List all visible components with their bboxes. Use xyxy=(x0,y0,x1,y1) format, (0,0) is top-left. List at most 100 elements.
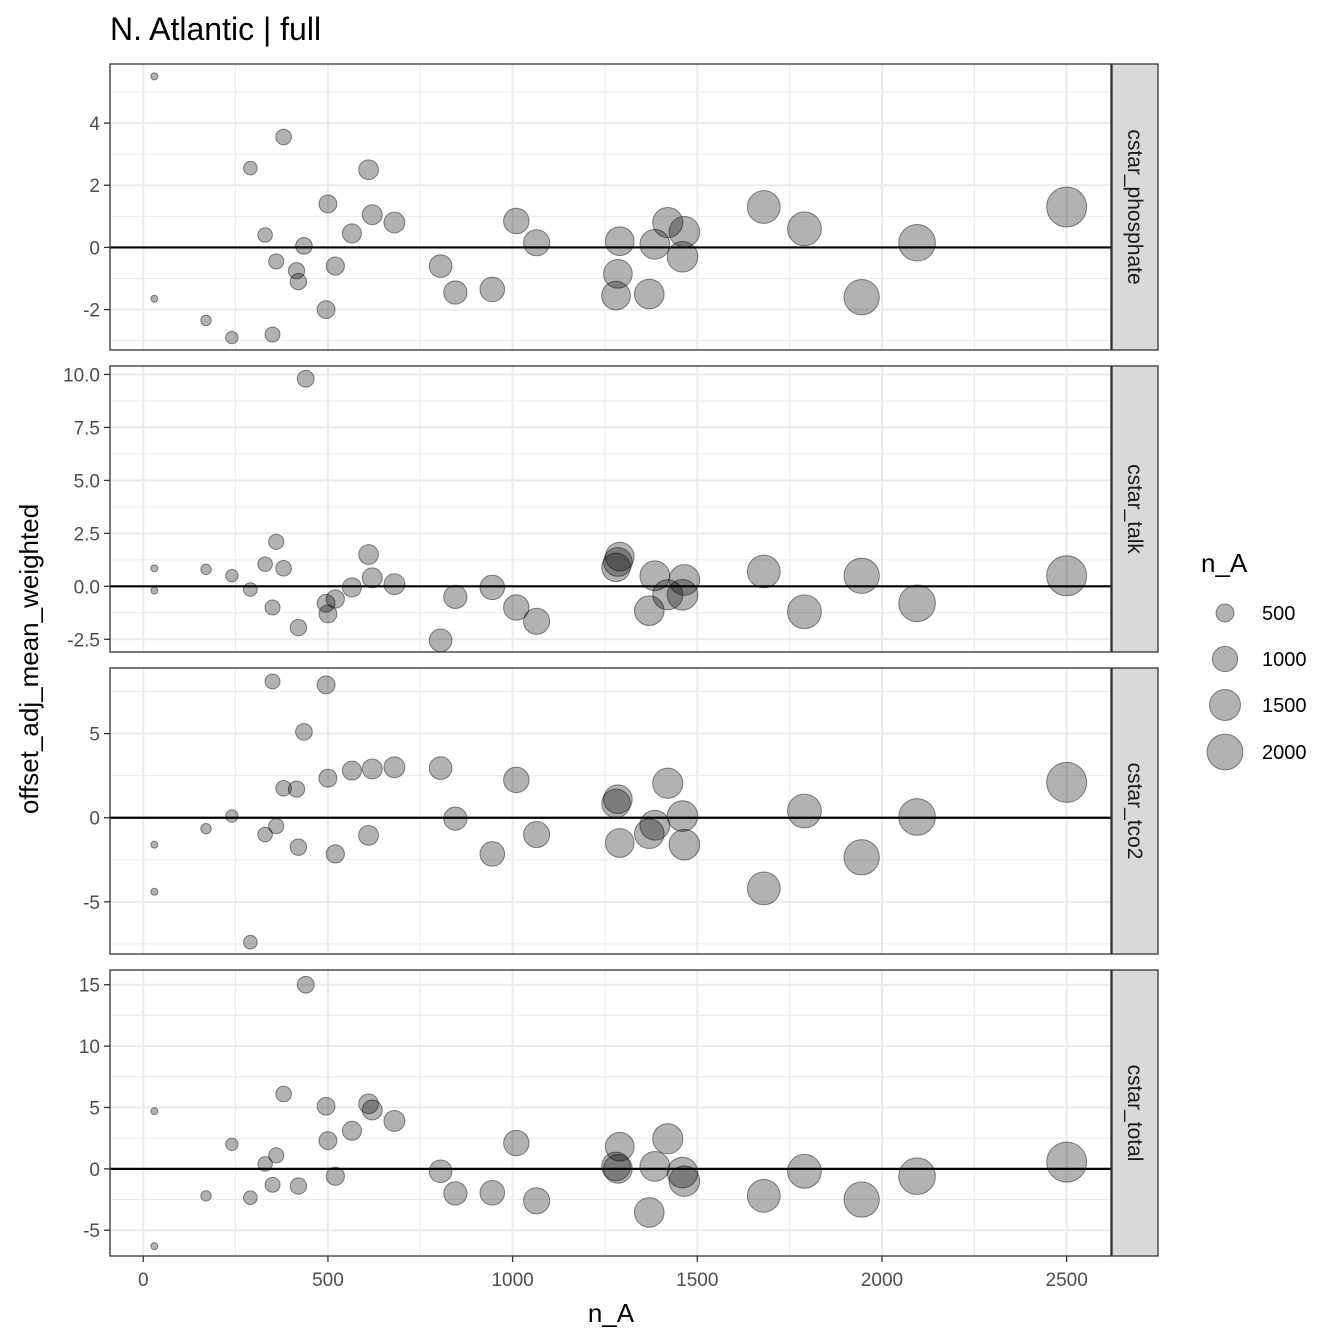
y-tick-label: -5 xyxy=(83,893,100,914)
data-point xyxy=(150,586,159,595)
data-point xyxy=(289,838,308,856)
data-point xyxy=(523,607,551,635)
data-point xyxy=(268,818,285,835)
data-point xyxy=(603,258,633,289)
data-point xyxy=(746,554,781,589)
data-points xyxy=(150,72,1088,345)
data-point xyxy=(295,723,313,741)
data-point xyxy=(275,560,292,577)
data-point xyxy=(443,584,468,610)
data-point xyxy=(316,675,336,695)
data-point xyxy=(604,828,635,858)
data-point xyxy=(383,211,406,234)
legend-key-background xyxy=(1201,730,1247,774)
data-point xyxy=(898,584,936,623)
data-point xyxy=(898,1157,936,1196)
strip-label: cstar_phosphate xyxy=(1123,129,1146,284)
data-point xyxy=(150,887,159,896)
data-point xyxy=(361,1099,383,1121)
y-tick-label: 2 xyxy=(89,176,100,197)
strip-background xyxy=(1111,365,1159,653)
x-tick-label: 1000 xyxy=(491,1270,533,1291)
data-point xyxy=(639,560,671,592)
y-tick-label: -2 xyxy=(83,301,100,322)
data-point xyxy=(268,253,285,270)
data-point xyxy=(428,756,453,780)
y-tick-label: 5 xyxy=(89,1098,100,1119)
data-point xyxy=(786,1153,822,1189)
y-axis-title: offset_adj_mean_weighted xyxy=(14,504,44,814)
data-point xyxy=(318,604,338,624)
data-point xyxy=(746,1178,781,1213)
data-point xyxy=(325,589,345,609)
data-point xyxy=(604,541,635,572)
data-point xyxy=(428,1159,453,1184)
data-point xyxy=(275,128,292,146)
data-point xyxy=(428,628,453,652)
data-point xyxy=(1046,186,1088,228)
legend-label: 1500 xyxy=(1262,695,1307,717)
data-points xyxy=(150,673,1088,950)
data-point xyxy=(264,1176,281,1193)
legend-key-circle xyxy=(1215,603,1235,623)
legend-label: 500 xyxy=(1262,603,1295,625)
x-axis-title: n_A xyxy=(588,1298,635,1328)
data-point xyxy=(666,800,699,832)
y-tick-label: 10.0 xyxy=(63,365,100,386)
data-point xyxy=(150,294,159,303)
panel-border xyxy=(109,63,1112,351)
data-point xyxy=(479,276,506,303)
panel-cstar_talk: -2.5 0.0 2.5 5.0 7.5 10.0 cstar_talk xyxy=(63,365,1159,653)
data-point xyxy=(503,207,530,235)
data-point xyxy=(383,573,406,596)
data-point xyxy=(296,369,315,388)
data-point xyxy=(639,228,671,260)
strip-label: cstar_talk xyxy=(1123,464,1146,554)
data-point xyxy=(604,226,635,257)
data-point xyxy=(287,262,306,280)
data-point xyxy=(150,1107,159,1116)
x-tick-label: 1500 xyxy=(676,1270,718,1291)
panels: -2 0 2 4 cstar_phosphate -2.5 0.0 2.5 5.0 7.5 10.0… xyxy=(63,63,1159,1257)
data-point xyxy=(316,1096,336,1116)
data-point xyxy=(668,1165,701,1197)
data-point xyxy=(652,206,684,239)
data-point xyxy=(603,1154,633,1184)
y-tick-label: 5.0 xyxy=(74,471,100,492)
strip-background xyxy=(1111,63,1159,351)
data-point xyxy=(843,557,880,594)
data-point xyxy=(341,760,362,781)
data-point xyxy=(257,556,273,572)
data-point xyxy=(503,594,530,621)
panel-background xyxy=(110,64,1111,350)
data-point xyxy=(443,806,468,831)
strip-label: cstar_total xyxy=(1123,1065,1146,1162)
data-point xyxy=(843,1181,880,1218)
y-tick-label: -5 xyxy=(83,1221,100,1242)
data-point xyxy=(666,579,699,611)
x-tick-label: 2000 xyxy=(861,1270,903,1291)
data-point xyxy=(257,1156,273,1172)
panel-cstar_phosphate: -2 0 2 4 cstar_phosphate xyxy=(83,63,1159,351)
strip-background xyxy=(1111,969,1159,1257)
data-point xyxy=(361,758,383,780)
data-point xyxy=(361,567,383,589)
legend-key-background xyxy=(1201,683,1247,727)
data-point xyxy=(1046,1141,1088,1183)
data-point xyxy=(604,1131,635,1162)
data-point xyxy=(503,766,530,794)
data-point xyxy=(603,784,633,815)
legend-key-background xyxy=(1201,591,1247,635)
y-tick-label: 0.0 xyxy=(74,577,100,598)
x-axis: 0 500 1000 1500 2000 2500 xyxy=(138,1256,1088,1291)
data-point xyxy=(746,871,781,906)
data-point xyxy=(428,254,453,278)
data-point xyxy=(150,72,159,81)
panel-background xyxy=(110,668,1111,954)
data-point xyxy=(316,300,336,319)
data-point xyxy=(633,278,665,310)
data-point xyxy=(601,788,631,819)
data-point xyxy=(264,599,281,616)
strip-label: cstar_tco2 xyxy=(1123,763,1146,860)
